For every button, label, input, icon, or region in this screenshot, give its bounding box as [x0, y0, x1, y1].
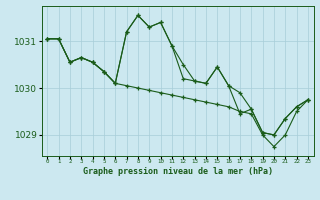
- X-axis label: Graphe pression niveau de la mer (hPa): Graphe pression niveau de la mer (hPa): [83, 167, 273, 176]
